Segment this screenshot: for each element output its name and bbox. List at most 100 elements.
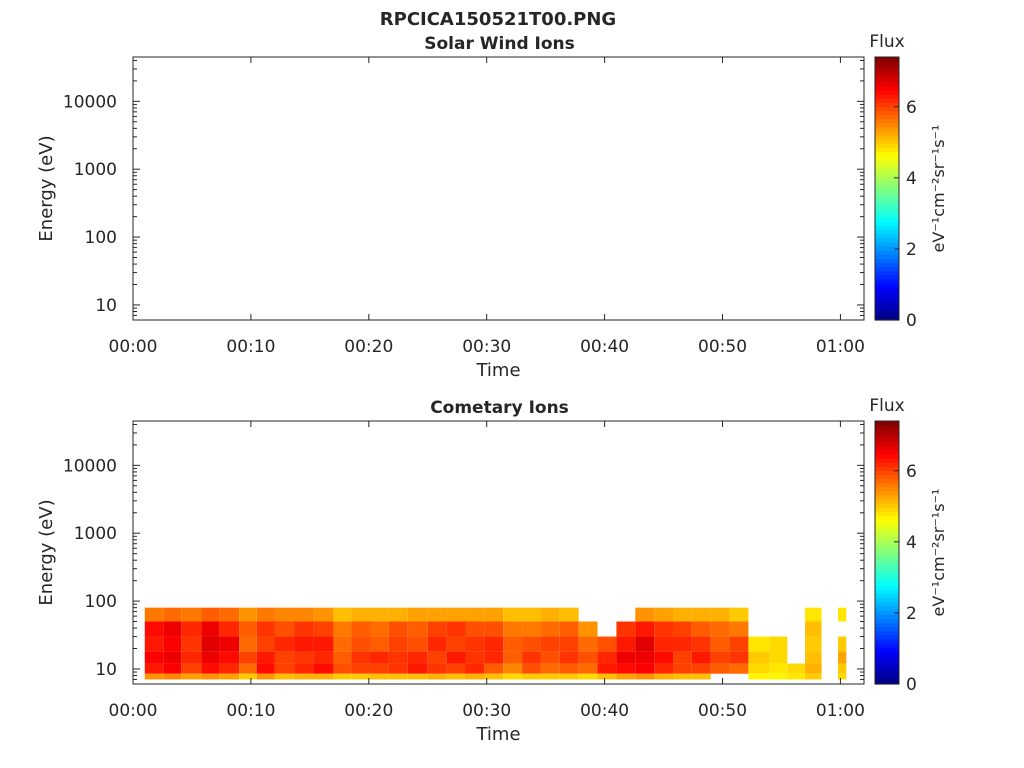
- colorbar-swatch: [875, 130, 899, 136]
- y-tick-label: 10000: [63, 92, 117, 112]
- heat-cell: [635, 636, 655, 652]
- colorbar-swatch: [875, 278, 899, 284]
- colorbar-swatch: [875, 151, 899, 157]
- heat-cell: [388, 607, 408, 622]
- heat-cell: [578, 663, 598, 674]
- x-tick-label: 00:30: [462, 337, 511, 357]
- heat-cell: [522, 621, 541, 637]
- colorbar-swatch: [875, 478, 899, 484]
- x-tick-label: 00:50: [698, 701, 747, 721]
- heat-cell: [672, 663, 692, 674]
- heat-cell: [239, 636, 257, 652]
- heat-cell: [239, 663, 257, 674]
- heat-cell: [654, 607, 673, 622]
- heat-cell: [465, 636, 485, 652]
- heat-cell: [597, 663, 617, 674]
- x-tick-label: 00:30: [462, 701, 511, 721]
- colorbar-swatch: [875, 291, 899, 296]
- heat-cell: [672, 636, 692, 652]
- colorbar-units: eV⁻¹cm⁻²sr⁻¹s⁻¹: [929, 125, 948, 253]
- heat-cell: [635, 673, 655, 680]
- heat-cell: [748, 663, 770, 674]
- heat-cell: [672, 621, 692, 637]
- x-axis-label: Time: [475, 360, 520, 381]
- colorbar-tick-label: 0: [906, 311, 917, 331]
- colorbar-swatch: [875, 433, 899, 439]
- heat-cell: [351, 621, 370, 637]
- heat-cell: [503, 607, 523, 622]
- colorbar-swatch: [875, 647, 899, 652]
- colorbar-swatch: [875, 581, 899, 586]
- heat-cell: [294, 636, 314, 652]
- heat-cell: [559, 651, 579, 664]
- colorbar-swatch: [875, 474, 899, 480]
- colorbar-swatch: [875, 147, 899, 153]
- heat-cell: [769, 651, 788, 664]
- colorbar-swatch: [875, 311, 899, 317]
- heat-cell: [407, 651, 428, 664]
- colorbar-swatch: [875, 118, 899, 124]
- heat-cell: [484, 607, 504, 622]
- heat-cell: [219, 673, 240, 680]
- colorbar-swatch: [875, 601, 899, 607]
- colorbar-swatch: [875, 106, 899, 112]
- colorbar-swatch: [875, 225, 899, 231]
- heat-cell: [616, 663, 636, 674]
- colorbar-swatch: [875, 490, 899, 496]
- heat-cell: [654, 663, 673, 674]
- colorbar-swatch: [875, 626, 899, 632]
- heat-cell: [635, 651, 655, 664]
- y-tick-label: 100: [85, 592, 117, 612]
- colorbar-swatch: [875, 176, 899, 181]
- heat-cell: [274, 663, 295, 674]
- heat-cell: [616, 621, 636, 637]
- colorbar-swatch: [875, 667, 899, 673]
- colorbar-swatch: [875, 425, 899, 430]
- colorbar-swatch: [875, 441, 899, 447]
- heat-cell: [578, 651, 598, 664]
- heat-cell: [294, 607, 314, 622]
- y-tick-label: 1000: [74, 160, 117, 180]
- heat-cell: [484, 621, 504, 637]
- colorbar-swatch: [875, 655, 899, 660]
- colorbar-swatch: [875, 499, 899, 504]
- heat-cell: [787, 673, 806, 680]
- colorbar-swatch: [875, 614, 899, 619]
- heat-cell: [294, 651, 314, 664]
- heat-cell: [465, 651, 485, 664]
- heat-cell: [388, 663, 408, 674]
- colorbar-swatch: [875, 544, 899, 549]
- y-tick-label: 10: [95, 660, 117, 680]
- heat-cell: [163, 673, 182, 680]
- heat-cell: [256, 607, 275, 622]
- colorbar-swatch: [875, 630, 899, 636]
- y-tick-label: 100: [85, 228, 117, 248]
- heat-cell: [559, 663, 579, 674]
- colorbar-swatch: [875, 659, 899, 665]
- colorbar-swatch: [875, 237, 899, 243]
- heat-cell: [748, 636, 770, 652]
- heat-cell: [578, 673, 598, 680]
- heat-cell: [163, 651, 182, 664]
- heat-cell: [219, 621, 240, 637]
- colorbar-swatch: [875, 577, 899, 582]
- y-axis-label: Energy (eV): [36, 499, 57, 605]
- colorbar-swatch: [875, 262, 899, 268]
- heat-cell: [274, 636, 295, 652]
- heat-cell: [729, 636, 749, 652]
- heat-cell: [144, 651, 164, 664]
- colorbar-swatch: [875, 299, 899, 305]
- colorbar-swatch: [875, 135, 899, 140]
- colorbar-frame: [874, 56, 900, 321]
- heat-cell: [427, 651, 447, 664]
- colorbar-swatch: [875, 167, 899, 173]
- heat-cell: [635, 621, 655, 637]
- colorbar-swatch: [875, 482, 899, 488]
- heat-cell: [838, 651, 847, 664]
- heat-cell: [201, 621, 220, 637]
- heat-cell: [163, 663, 182, 674]
- colorbar-swatch: [875, 421, 899, 426]
- colorbar-swatch: [875, 540, 899, 545]
- heat-cell: [163, 636, 182, 652]
- colorbar-swatch: [875, 270, 899, 276]
